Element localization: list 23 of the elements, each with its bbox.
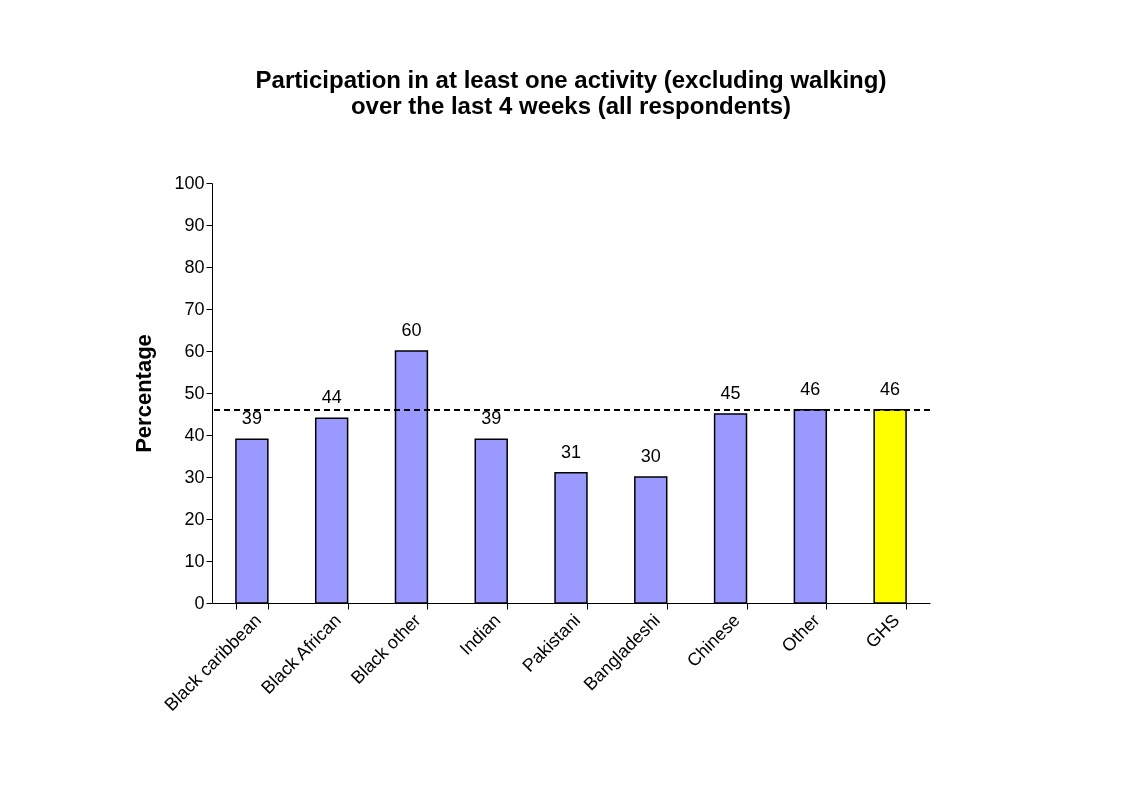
text: Participation in at least one activity (excluding walking) [255,66,887,93]
y-tick-label: 70 [184,298,205,319]
y-tick-label: 50 [184,382,205,403]
data-label: 31 [560,441,582,462]
y-tick-label: 10 [184,550,205,571]
y-tick-label: 100 [174,172,205,193]
data-label: 44 [321,387,342,408]
data-label: 30 [640,446,661,466]
data-label: 39 [241,408,262,429]
data-label: 46 [880,378,901,399]
y-tick-label: 40 [184,424,205,445]
y-tick-label: 90 [184,214,205,235]
y-axis-title: Percentage [131,334,157,453]
data-label: 45 [720,383,741,403]
text: over the last 4 weeks (all respondents) [350,92,792,119]
y-tick-label: 30 [184,466,205,487]
y-tick-label: 80 [184,256,205,277]
data-label: 46 [800,378,821,399]
y-tick-label: 20 [184,508,205,529]
data-label: 39 [481,408,502,429]
y-tick-label: 60 [184,340,205,361]
data-label: 60 [401,320,422,340]
y-tick-label: 0 [194,592,205,613]
